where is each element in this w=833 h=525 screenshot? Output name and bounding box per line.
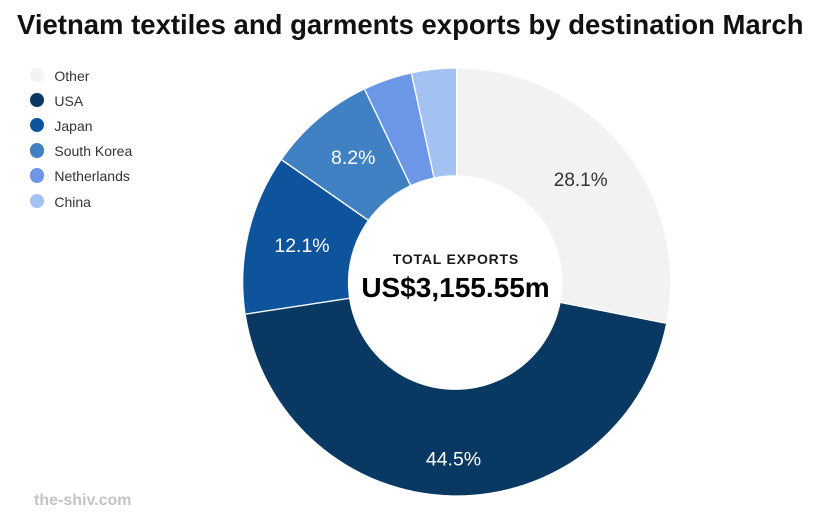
svg-text:44.5%: 44.5% bbox=[426, 449, 481, 471]
svg-text:TOTAL EXPORTS: TOTAL EXPORTS bbox=[393, 251, 519, 267]
svg-text:US$3,155.55m: US$3,155.55m bbox=[361, 272, 549, 303]
svg-text:28.1%: 28.1% bbox=[554, 170, 608, 191]
svg-text:8.2%: 8.2% bbox=[331, 147, 375, 169]
svg-text:12.1%: 12.1% bbox=[274, 235, 329, 257]
